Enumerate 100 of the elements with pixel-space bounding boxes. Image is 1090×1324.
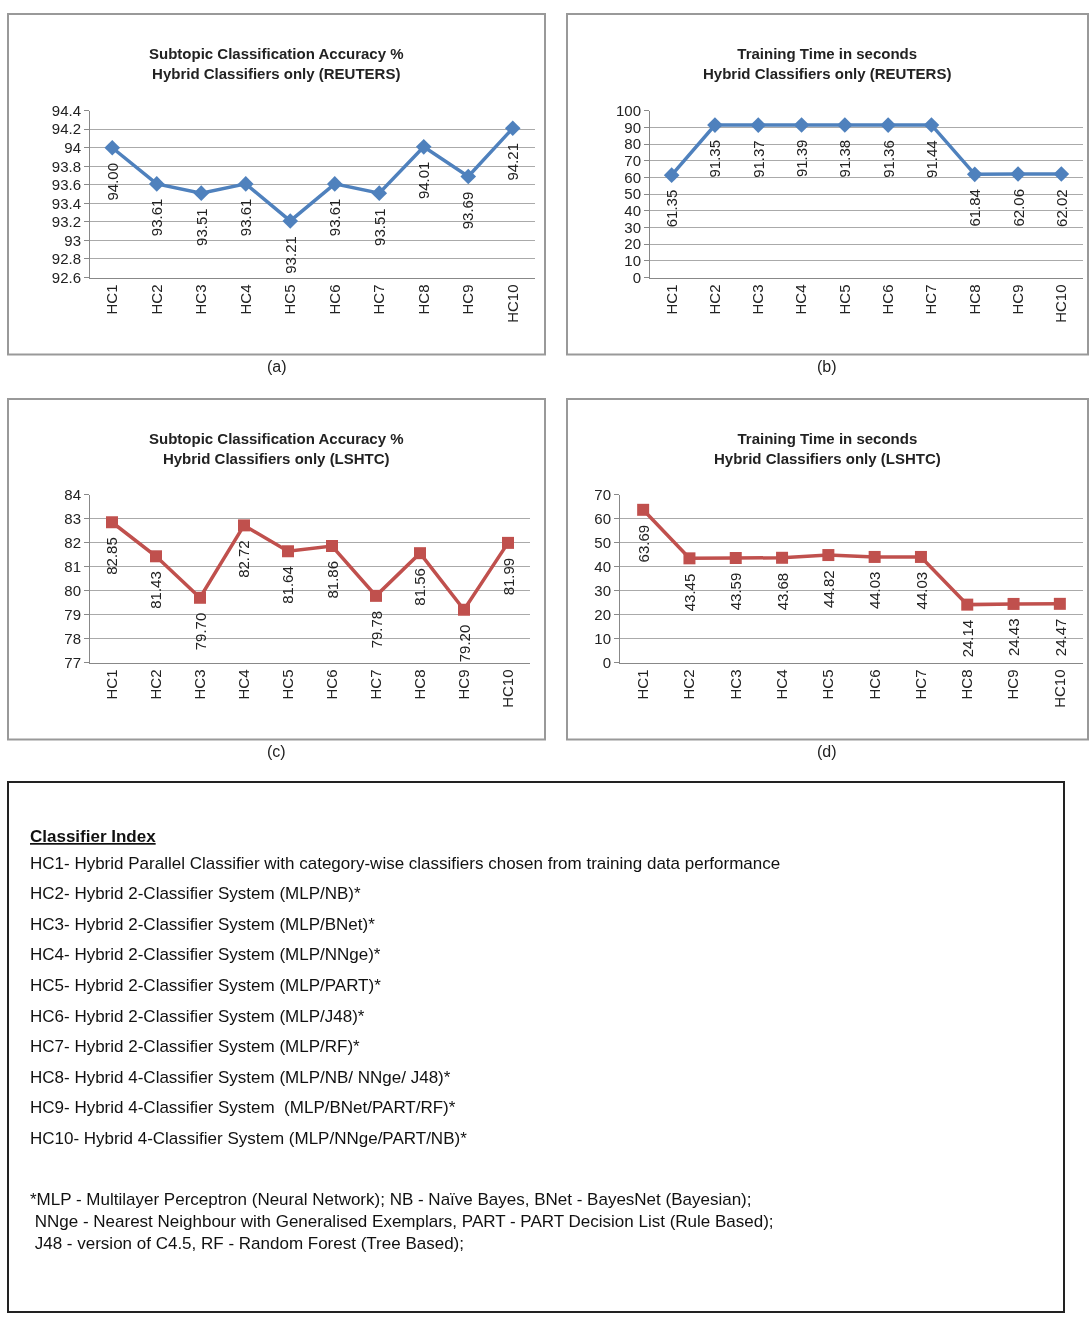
point [1007,597,1020,610]
y-tick-label: 94 [64,139,81,156]
point [923,117,940,133]
text: HC5- Hybrid 2-Classifier System (MLP/PART)* [30,976,382,995]
y-tick-label: 79 [64,605,81,623]
data-label: 93.51 [370,208,388,246]
data-label: 81.56 [411,568,429,606]
x-tick-label: HC10 [503,284,521,323]
y-tick-label: 92.6 [51,268,81,286]
data-label: 93.61 [148,198,166,237]
x-axis-title: (d) [817,743,837,760]
y-tick-label: 50 [624,185,641,203]
data-label: 24.47 [1051,618,1069,657]
data-label: 82.85 [103,537,121,575]
point [663,167,680,183]
data-label: 79.20 [455,624,473,663]
y-tick-label: 50 [594,533,611,551]
data-label: 44.03 [912,571,930,610]
point [961,598,974,611]
point [1010,166,1026,182]
y-tick-label: 40 [624,202,641,220]
x-tick-label: HC2 [680,669,698,700]
x-tick-label: HC1 [102,669,120,700]
data-label: 91.35 [706,140,724,178]
x-tick-label: HC6 [879,284,897,315]
y-tick-label: 94.2 [51,120,81,138]
x-tick-label: HC10 [1052,284,1070,323]
x-axis-title: (a) [267,358,287,375]
data-label: 94.21 [503,142,521,181]
y-tick-label: 0 [602,653,611,671]
data-label: 44.82 [819,570,837,608]
point [914,550,927,563]
x-tick-label: HC2 [146,669,164,700]
y-tick-label: 93.6 [51,176,81,194]
y-tick-label: 92.8 [51,250,81,268]
x-tick-label: HC7 [370,284,388,315]
data-label: 91.38 [836,139,854,178]
data-label: 44.03 [866,571,884,610]
data-label: 93.61 [237,198,255,237]
point [776,551,789,564]
data-label: 43.68 [773,572,791,611]
point [683,552,696,565]
point [104,139,121,156]
x-tick-label: HC4 [792,284,810,315]
chart-title: Training Time in seconds Hybrid Classifiers only (LSHTC) [714,430,941,467]
point [326,176,343,192]
x-tick-label: HC3 [726,669,744,700]
text: HC4- Hybrid 2-Classifier System (MLP/NNge)* [30,945,381,964]
data-label: 93.51 [192,208,210,246]
y-tick-label: 30 [594,581,611,599]
x-tick-label: HC5 [835,284,853,315]
data-label: 24.43 [1005,618,1023,656]
data-label: 91.39 [793,139,811,178]
point [326,539,338,552]
data-label: 91.37 [749,140,767,178]
y-tick-label: 93.4 [51,194,81,212]
data-label: 91.44 [922,140,940,178]
text: HC2- Hybrid 2-Classifier System (MLP/NB)* [30,884,361,903]
data-label: 94.00 [104,162,121,201]
point [729,552,742,564]
y-tick-label: 80 [64,581,81,599]
data-label: 62.06 [1009,188,1027,227]
y-tick-label: 93 [64,231,81,249]
x-axis-title: (c) [267,743,286,760]
data-label: 63.69 [634,524,652,563]
data-label: 81.86 [323,560,341,599]
text: *MLP - Multilayer Perceptron (Neural Network); NB - Naïve Bayes, BNet - BayesNet (Bayesian); NNge - Nearest Neighbour with Generalised Exemplars, PART - PART Decision List (Rule Based); J48 - version of C4.5, RF - Random Forest (Tree Based); [30,1190,774,1254]
x-tick-label: HC3 [190,669,208,700]
y-tick-label: 90 [624,118,641,136]
chart-title: Subtopic Classification Accuracy % Hybrid Classifiers only (LSHTC) [149,430,404,467]
y-tick-label: 81 [64,557,81,575]
x-tick-label: HC8 [410,669,428,700]
chart-title: Training Time in seconds Hybrid Classifiers only (REUTERS) [703,45,952,82]
x-tick-label: HC6 [322,669,340,700]
x-tick-label: HC10 [498,669,516,708]
point [237,176,254,192]
x-tick-label: HC1 [103,284,121,315]
chart-title: Subtopic Classification Accuracy % Hybrid Classifiers only (REUTERS) [149,45,404,82]
x-tick-label: HC7 [366,669,384,700]
y-tick-label: 30 [624,218,641,236]
data-label: 82.72 [235,540,253,578]
data-label: 81.99 [499,557,517,596]
data-label: 93.21 [281,236,299,274]
x-tick-label: HC8 [958,669,976,700]
point [504,120,521,137]
data-label: 94.01 [415,161,433,200]
point [370,589,382,602]
point [238,519,250,532]
data-label: 93.61 [326,198,344,237]
y-tick-label: 10 [594,629,611,647]
text: HC10- Hybrid 4-Classifier System (MLP/NNge/PART/NB)* [30,1129,468,1148]
data-label: 24.14 [959,619,977,658]
point [460,168,477,185]
x-tick-label: HC5 [281,284,299,315]
y-tick-label: 70 [594,485,611,503]
y-tick-label: 20 [624,235,641,253]
x-tick-label: HC1 [634,669,652,700]
point [837,117,853,133]
point [414,547,426,560]
point [148,176,165,192]
